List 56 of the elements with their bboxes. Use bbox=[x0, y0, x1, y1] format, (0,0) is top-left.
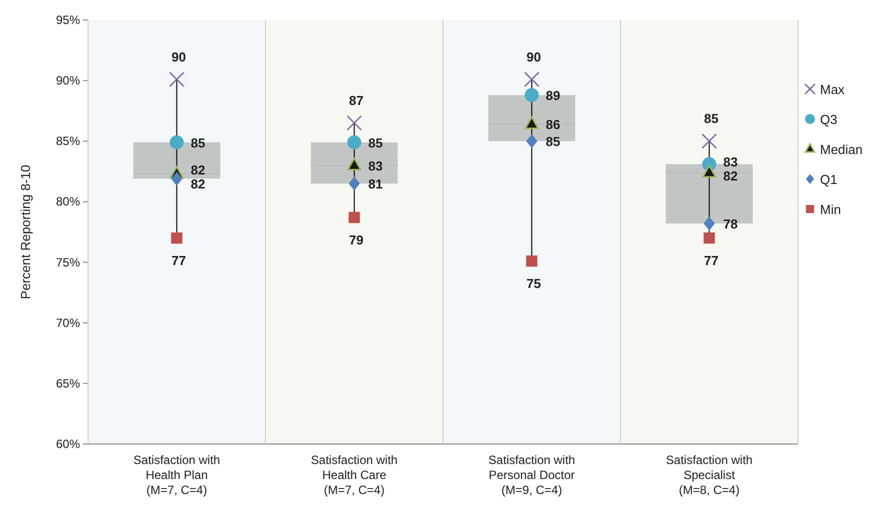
data-label: 83 bbox=[723, 154, 738, 170]
point bbox=[171, 172, 182, 186]
point bbox=[346, 115, 362, 131]
data-label: 85 bbox=[704, 111, 718, 126]
data-label: 82 bbox=[723, 168, 738, 184]
y-tick-label: 95% bbox=[56, 13, 80, 27]
y-tick-label: 90% bbox=[56, 74, 80, 88]
point bbox=[348, 176, 360, 191]
point bbox=[526, 255, 538, 267]
data-label: 85 bbox=[368, 135, 383, 150]
x-tick-label: Satisfaction with Personal Doctor (M=9, C=4) bbox=[488, 453, 576, 497]
point bbox=[526, 134, 538, 148]
legend-label: Median bbox=[820, 142, 863, 157]
data-label: 81 bbox=[368, 176, 383, 192]
data-label: 77 bbox=[172, 253, 186, 268]
data-label: 82 bbox=[190, 176, 206, 192]
y-tick-label: 60% bbox=[56, 437, 80, 451]
data-label: 90 bbox=[526, 49, 541, 64]
data-label: 82 bbox=[190, 162, 206, 178]
data-label: 87 bbox=[349, 92, 364, 108]
legend-label: Q1 bbox=[820, 172, 838, 187]
data-label: 85 bbox=[190, 135, 206, 150]
point bbox=[348, 212, 360, 224]
legend-label: Max bbox=[820, 82, 846, 97]
point bbox=[171, 232, 182, 244]
point bbox=[524, 116, 539, 130]
data-label: 75 bbox=[526, 276, 541, 292]
data-label: 90 bbox=[172, 49, 186, 64]
data-label: 83 bbox=[368, 158, 383, 174]
data-label: 79 bbox=[349, 232, 364, 248]
legend-label: Min bbox=[820, 202, 841, 217]
x-tick-label: Satisfaction with Specialist (M=8, C=4) bbox=[666, 453, 753, 497]
data-label: 85 bbox=[546, 134, 560, 150]
point bbox=[704, 232, 715, 244]
point bbox=[704, 216, 715, 231]
data-label: 78 bbox=[723, 216, 738, 232]
point bbox=[524, 72, 540, 88]
point bbox=[524, 88, 539, 102]
y-tick-label: 75% bbox=[56, 255, 80, 270]
data-label: 89 bbox=[546, 88, 560, 104]
point bbox=[347, 158, 362, 170]
legend-label: Q3 bbox=[820, 112, 838, 127]
x-tick-label: Satisfaction with Health Care (M=7, C=4) bbox=[310, 453, 398, 497]
y-tick-label: 80% bbox=[56, 194, 80, 209]
y-tick-label: 70% bbox=[56, 316, 80, 330]
point bbox=[347, 135, 362, 150]
point bbox=[169, 72, 184, 88]
y-tick-label: 85% bbox=[56, 134, 80, 148]
point bbox=[702, 164, 716, 178]
x-tick-label: Satisfaction with Health Plan (M=7, C=4) bbox=[133, 453, 220, 497]
point bbox=[702, 133, 717, 149]
data-label: 86 bbox=[546, 117, 560, 132]
point bbox=[170, 135, 184, 150]
y-axis-title: Percent Reporting 8-10 bbox=[18, 164, 33, 300]
data-label: 77 bbox=[704, 253, 718, 268]
y-tick-label: 65% bbox=[56, 376, 80, 390]
